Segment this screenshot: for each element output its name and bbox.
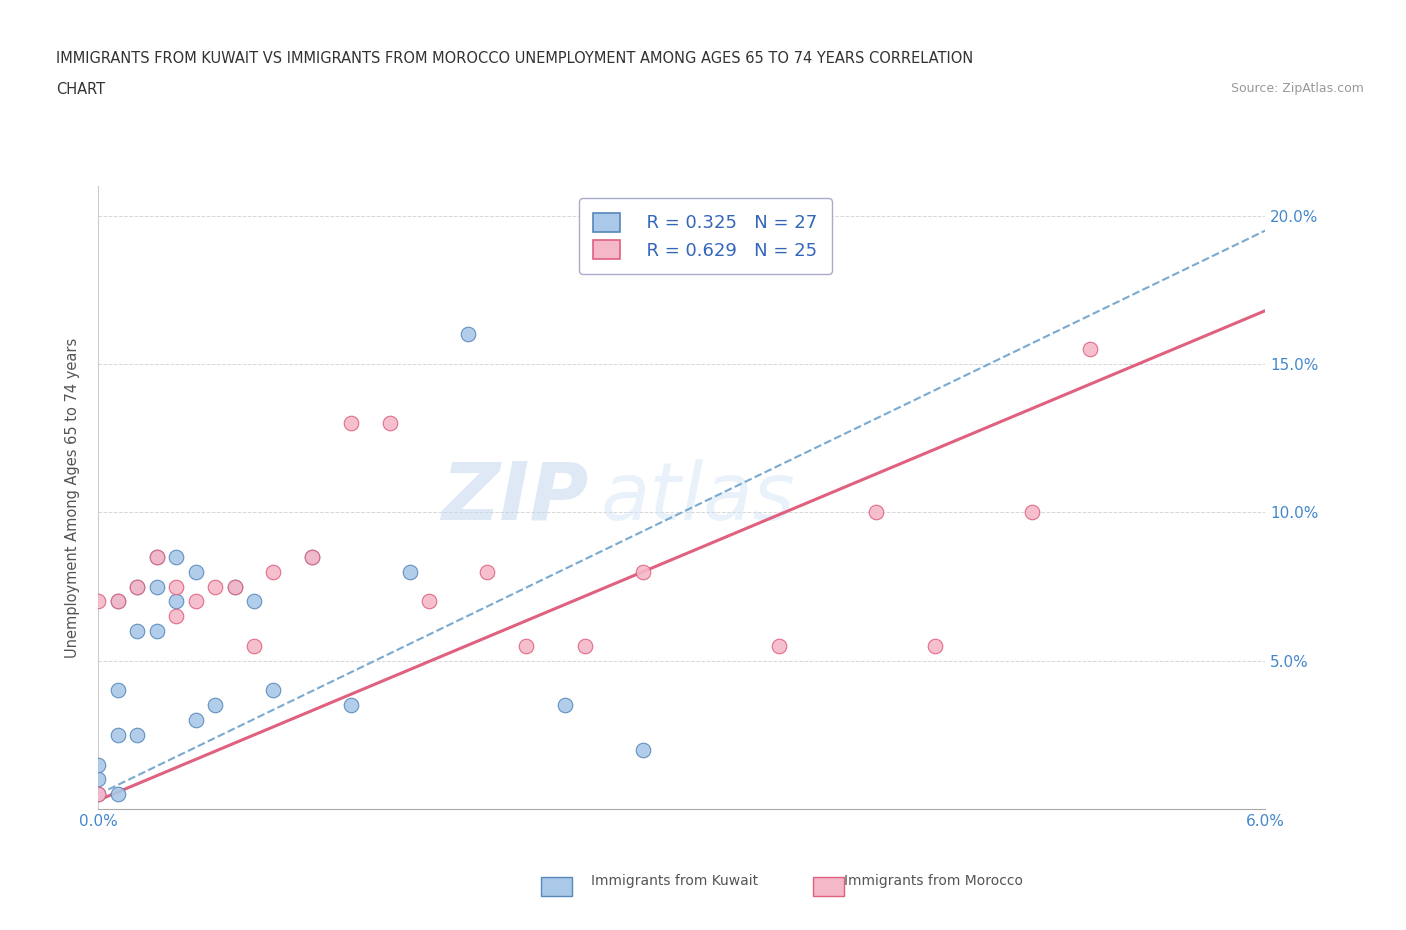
Point <box>146 550 169 565</box>
Point <box>165 609 187 624</box>
Legend:   R = 0.325   N = 27,   R = 0.629   N = 25: R = 0.325 N = 27, R = 0.629 N = 25 <box>579 198 831 274</box>
Point <box>107 594 129 609</box>
Point <box>378 416 402 431</box>
Point <box>165 594 187 609</box>
Point <box>107 683 129 698</box>
Point <box>477 565 499 579</box>
Text: Source: ZipAtlas.com: Source: ZipAtlas.com <box>1230 82 1364 95</box>
Text: Immigrants from Morocco: Immigrants from Morocco <box>844 873 1022 888</box>
Point <box>554 698 576 712</box>
Text: Immigrants from Kuwait: Immigrants from Kuwait <box>591 873 758 888</box>
Point <box>340 416 363 431</box>
Point <box>301 550 323 565</box>
Point <box>457 327 479 342</box>
Point <box>631 742 654 757</box>
Point <box>127 579 149 594</box>
Point <box>127 624 149 639</box>
Point <box>204 698 226 712</box>
Point <box>127 727 149 742</box>
Point <box>184 594 207 609</box>
Point <box>87 787 110 802</box>
Point <box>184 565 207 579</box>
Point <box>87 772 110 787</box>
Text: ZIP: ZIP <box>441 458 589 537</box>
FancyBboxPatch shape <box>541 877 572 896</box>
Point <box>1021 505 1043 520</box>
Point <box>165 579 187 594</box>
Point <box>146 624 169 639</box>
Point <box>87 787 110 802</box>
Point <box>165 550 187 565</box>
Text: atlas: atlas <box>600 458 794 537</box>
Text: IMMIGRANTS FROM KUWAIT VS IMMIGRANTS FROM MOROCCO UNEMPLOYMENT AMONG AGES 65 TO : IMMIGRANTS FROM KUWAIT VS IMMIGRANTS FRO… <box>56 51 973 66</box>
Point <box>340 698 363 712</box>
Text: CHART: CHART <box>56 82 105 97</box>
Point <box>107 727 129 742</box>
Point <box>262 683 284 698</box>
Point <box>146 550 169 565</box>
Point <box>204 579 226 594</box>
Point <box>87 594 110 609</box>
Point <box>243 639 266 654</box>
Point <box>631 565 654 579</box>
Point <box>515 639 537 654</box>
Point <box>262 565 284 579</box>
Point <box>768 639 790 654</box>
Point <box>243 594 266 609</box>
Point <box>224 579 246 594</box>
Point <box>224 579 246 594</box>
Point <box>574 639 596 654</box>
Point <box>127 579 149 594</box>
Point <box>146 579 169 594</box>
Point <box>107 787 129 802</box>
FancyBboxPatch shape <box>813 877 844 896</box>
Point <box>865 505 887 520</box>
Point <box>924 639 946 654</box>
Point <box>418 594 440 609</box>
Point <box>301 550 323 565</box>
Point <box>398 565 420 579</box>
Point <box>1080 341 1102 356</box>
Point <box>87 757 110 772</box>
Point <box>184 712 207 727</box>
Point <box>107 594 129 609</box>
Y-axis label: Unemployment Among Ages 65 to 74 years: Unemployment Among Ages 65 to 74 years <box>65 338 80 658</box>
